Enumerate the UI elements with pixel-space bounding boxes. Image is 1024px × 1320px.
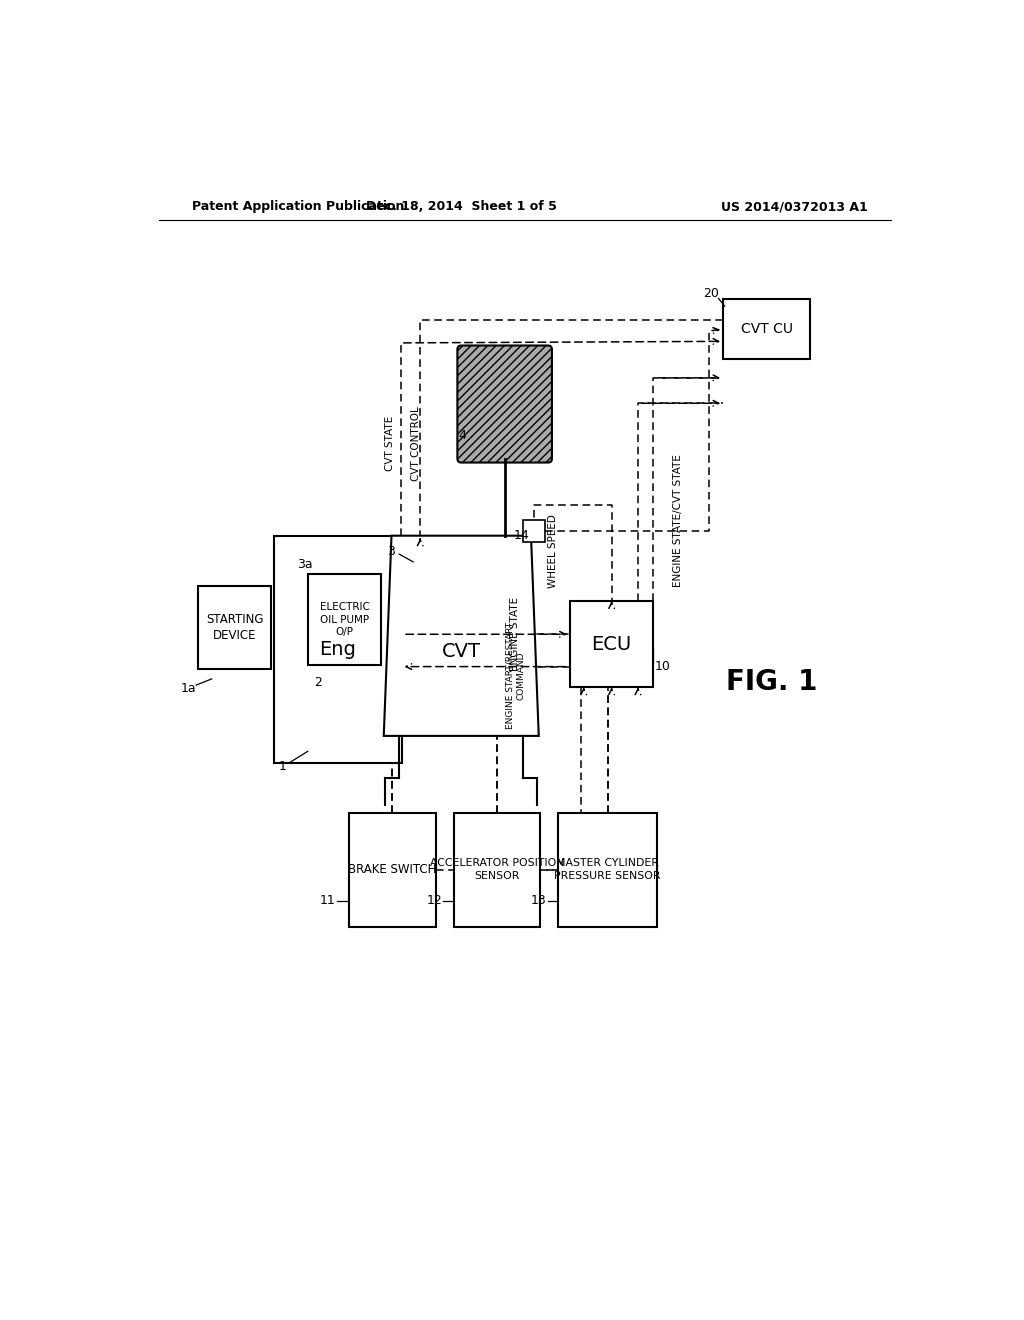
Text: Dec. 18, 2014  Sheet 1 of 5: Dec. 18, 2014 Sheet 1 of 5 <box>366 201 557 214</box>
Text: CVT CONTROL: CVT CONTROL <box>412 407 421 480</box>
Bar <box>523 520 545 541</box>
Bar <box>308 574 381 665</box>
FancyBboxPatch shape <box>458 346 552 462</box>
Text: CVT CU: CVT CU <box>740 322 793 337</box>
Bar <box>723 300 810 359</box>
Text: 11: 11 <box>321 894 336 907</box>
Text: Eng: Eng <box>319 640 356 659</box>
Text: ACCELERATOR POSITION
SENSOR: ACCELERATOR POSITION SENSOR <box>430 858 564 882</box>
Text: CVT STATE: CVT STATE <box>385 416 395 471</box>
Text: CVT: CVT <box>441 642 480 661</box>
Text: 13: 13 <box>530 894 547 907</box>
Text: ECU: ECU <box>592 635 632 653</box>
Text: US 2014/0372013 A1: US 2014/0372013 A1 <box>721 201 868 214</box>
Text: 12: 12 <box>426 894 442 907</box>
Bar <box>454 813 541 927</box>
Text: 4: 4 <box>459 429 467 442</box>
Text: WHEEL SPEED: WHEEL SPEED <box>548 515 558 587</box>
Bar <box>349 813 435 927</box>
Polygon shape <box>384 536 539 737</box>
Text: 20: 20 <box>702 286 719 300</box>
Bar <box>273 536 401 763</box>
Text: ELECTRIC
OIL PUMP
O/P: ELECTRIC OIL PUMP O/P <box>319 602 370 638</box>
Text: ENGINE STATE: ENGINE STATE <box>511 597 520 672</box>
Text: 3a: 3a <box>297 558 312 572</box>
Text: 10: 10 <box>654 660 671 673</box>
Text: Patent Application Publication: Patent Application Publication <box>191 201 403 214</box>
Bar <box>569 601 653 688</box>
Text: FIG. 1: FIG. 1 <box>726 668 817 696</box>
Text: STARTING
DEVICE: STARTING DEVICE <box>206 612 263 642</box>
Text: 1a: 1a <box>180 681 197 694</box>
Text: BRAKE SWITCH: BRAKE SWITCH <box>348 863 436 876</box>
Text: MASTER CYLINDER
PRESSURE SENSOR: MASTER CYLINDER PRESSURE SENSOR <box>554 858 660 882</box>
Bar <box>558 813 657 927</box>
Text: 3: 3 <box>387 545 395 557</box>
Text: ENGINE STATE/CVT STATE: ENGINE STATE/CVT STATE <box>673 454 683 586</box>
Text: 1: 1 <box>280 760 287 774</box>
Text: ENGINE START/RESTART
COMMAND: ENGINE START/RESTART COMMAND <box>506 622 525 730</box>
Text: 2: 2 <box>314 676 322 689</box>
Text: 14: 14 <box>514 529 529 543</box>
Bar <box>198 586 271 669</box>
